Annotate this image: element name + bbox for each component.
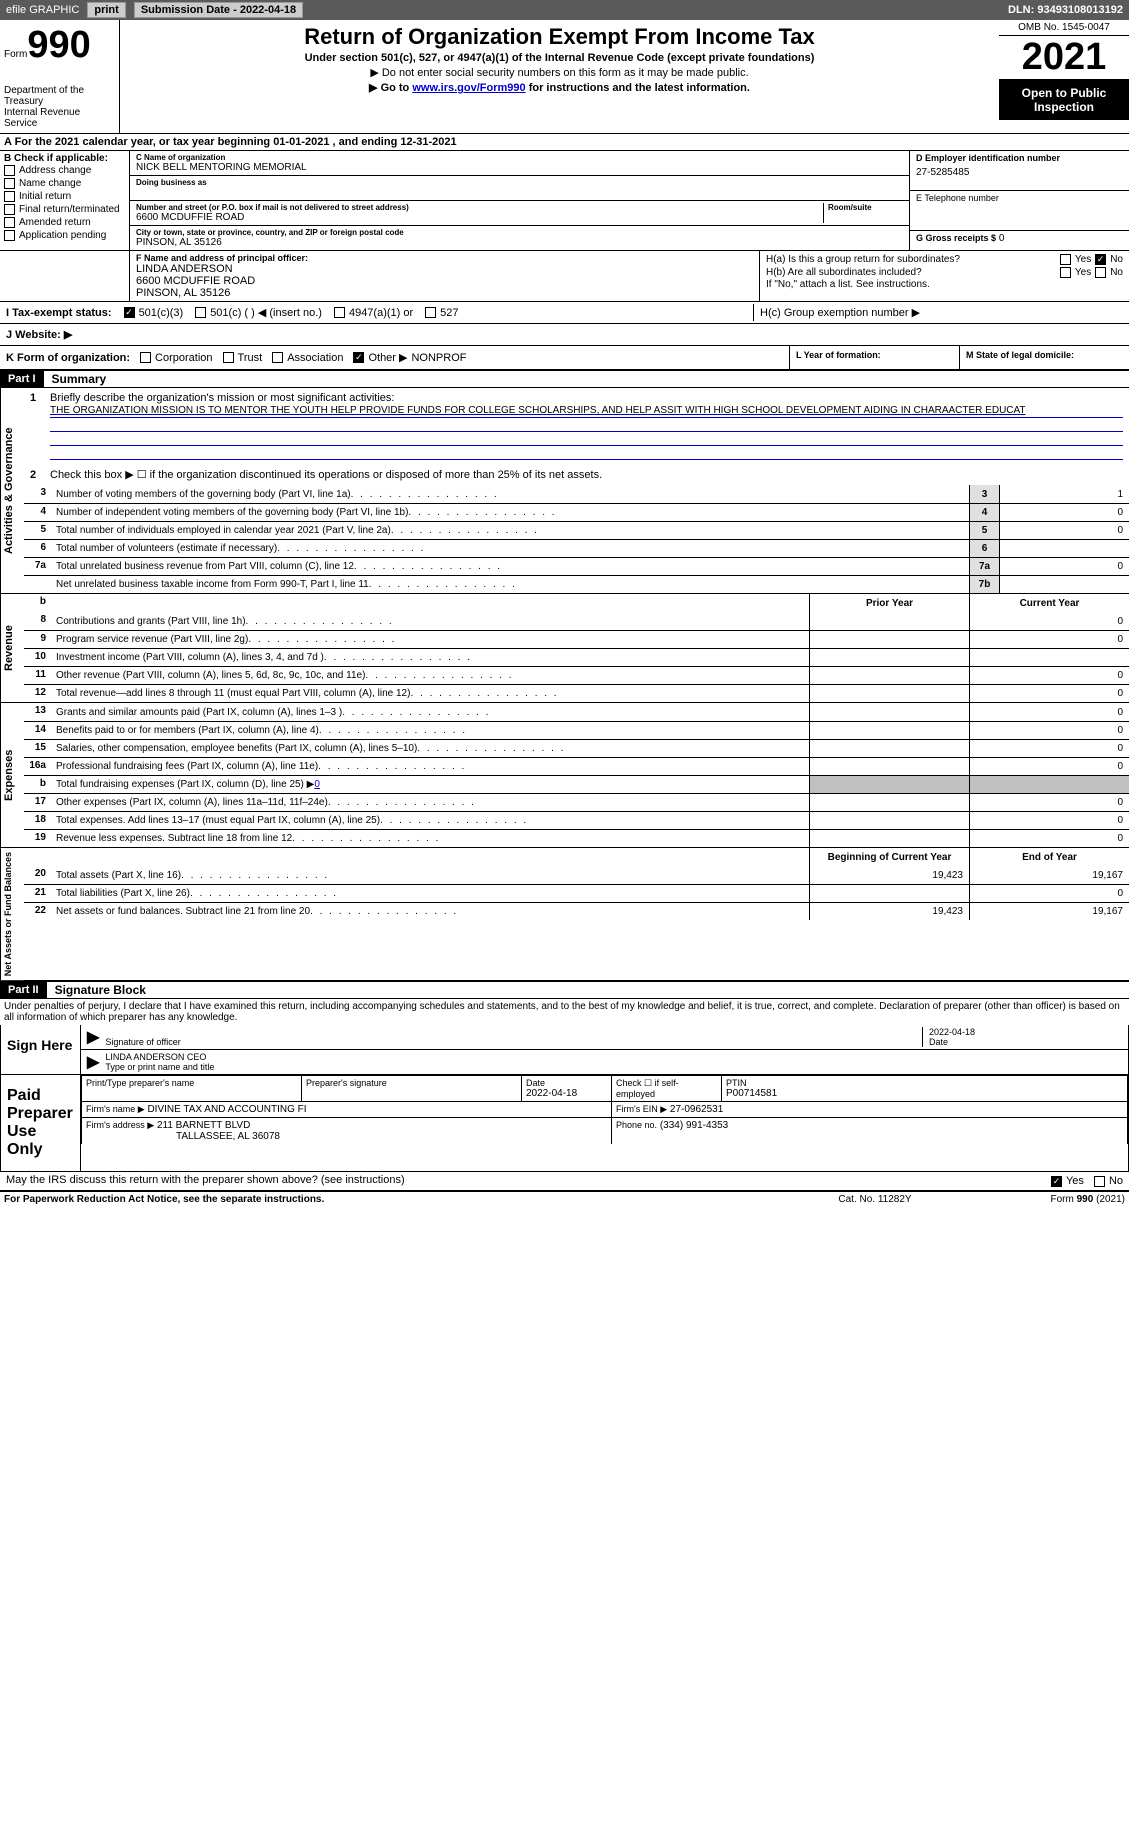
form-header: Form990 Department of the Treasury Inter… bbox=[0, 20, 1129, 134]
open-to-public: Open to Public Inspection bbox=[999, 80, 1129, 120]
ha-no[interactable]: ✓ bbox=[1095, 254, 1106, 265]
discuss-row: May the IRS discuss this return with the… bbox=[0, 1172, 1129, 1191]
ha-yes[interactable] bbox=[1060, 254, 1071, 265]
side-expenses: Expenses bbox=[0, 703, 24, 847]
part-2-header: Part II Signature Block bbox=[0, 981, 1129, 999]
checkbox-address[interactable] bbox=[4, 165, 15, 176]
form-ref: Form 990 (2021) bbox=[975, 1194, 1125, 1205]
section-klm: K Form of organization: Corporation Trus… bbox=[0, 346, 1129, 370]
ptin: P00714581 bbox=[726, 1088, 1123, 1099]
arrow-icon: ▶ bbox=[87, 1052, 99, 1072]
firm-phone: (334) 991-4353 bbox=[660, 1120, 728, 1131]
checkbox-name[interactable] bbox=[4, 178, 15, 189]
activities-section: Activities & Governance 1Briefly describ… bbox=[0, 388, 1129, 594]
arrow-icon: ▶ bbox=[87, 1027, 99, 1047]
ck-other[interactable]: ✓ bbox=[353, 352, 364, 363]
page-footer: For Paperwork Reduction Act Notice, see … bbox=[0, 1191, 1129, 1207]
form-subtitle: Under section 501(c), 527, or 4947(a)(1)… bbox=[124, 52, 995, 64]
net-assets-section: Net Assets or Fund Balances Beginning of… bbox=[0, 848, 1129, 981]
header-right: OMB No. 1545-0047 2021 Open to Public In… bbox=[999, 20, 1129, 133]
hb-no[interactable] bbox=[1095, 267, 1106, 278]
print-button[interactable]: print bbox=[87, 2, 125, 18]
paid-preparer-section: Paid Preparer Use Only Print/Type prepar… bbox=[0, 1075, 1129, 1172]
section-fh: F Name and address of principal officer:… bbox=[0, 251, 1129, 302]
revenue-section: Revenue b Prior Year Current Year 8Contr… bbox=[0, 594, 1129, 703]
org-name: NICK BELL MENTORING MEMORIAL bbox=[136, 162, 903, 173]
sign-date: 2022-04-18 bbox=[929, 1027, 1122, 1037]
officer-sig-name: LINDA ANDERSON CEO bbox=[105, 1052, 1122, 1062]
b-title: B Check if applicable: bbox=[4, 153, 125, 164]
gross-receipts: 0 bbox=[999, 233, 1005, 244]
checkbox-initial[interactable] bbox=[4, 191, 15, 202]
sign-here-label: Sign Here bbox=[1, 1025, 81, 1074]
ck-trust[interactable] bbox=[223, 352, 234, 363]
form-word: Form bbox=[4, 49, 27, 60]
side-net: Net Assets or Fund Balances bbox=[0, 848, 24, 980]
submission-date-button[interactable]: Submission Date - 2022-04-18 bbox=[134, 2, 303, 18]
ck-501c3[interactable]: ✓ bbox=[124, 307, 135, 318]
col-eoy: End of Year bbox=[969, 848, 1129, 866]
section-deg: D Employer identification number27-52854… bbox=[909, 151, 1129, 250]
other-val: NONPROF bbox=[411, 352, 466, 364]
irs-link[interactable]: www.irs.gov/Form990 bbox=[412, 82, 525, 94]
side-activities: Activities & Governance bbox=[0, 388, 24, 593]
efile-label: efile GRAPHIC bbox=[6, 4, 79, 16]
preparer-table: Print/Type preparer's name Preparer's si… bbox=[81, 1075, 1128, 1144]
note-ssn: ▶ Do not enter social security numbers o… bbox=[124, 66, 995, 79]
section-a: A For the 2021 calendar year, or tax yea… bbox=[0, 134, 1129, 151]
checkbox-final[interactable] bbox=[4, 204, 15, 215]
col-current-year: Current Year bbox=[969, 594, 1129, 612]
officer-addr1: 6600 MCDUFFIE ROAD bbox=[136, 275, 753, 287]
checkbox-amended[interactable] bbox=[4, 217, 15, 228]
ck-527[interactable] bbox=[425, 307, 436, 318]
hb-yes[interactable] bbox=[1060, 267, 1071, 278]
section-b: B Check if applicable: Address change Na… bbox=[0, 151, 130, 250]
section-c: C Name of organizationNICK BELL MENTORIN… bbox=[130, 151, 909, 250]
line-b: b bbox=[24, 594, 52, 612]
top-bar: efile GRAPHIC print Submission Date - 20… bbox=[0, 0, 1129, 20]
header-center: Return of Organization Exempt From Incom… bbox=[120, 20, 999, 133]
ck-4947[interactable] bbox=[334, 307, 345, 318]
org-city: PINSON, AL 35126 bbox=[136, 237, 903, 248]
firm-ein: 27-0962531 bbox=[670, 1104, 723, 1115]
org-address: 6600 MCDUFFIE ROAD bbox=[136, 212, 823, 223]
side-revenue: Revenue bbox=[0, 594, 24, 702]
omb-number: OMB No. 1545-0047 bbox=[999, 20, 1129, 36]
dept-treasury: Department of the Treasury bbox=[4, 85, 115, 107]
ein: 27-5285485 bbox=[916, 167, 1123, 178]
irs-label: Internal Revenue Service bbox=[4, 107, 115, 129]
officer-addr2: PINSON, AL 35126 bbox=[136, 287, 753, 299]
ck-assoc[interactable] bbox=[272, 352, 283, 363]
sign-here-section: Sign Here ▶ Signature of officer 2022-04… bbox=[0, 1025, 1129, 1075]
info-grid: B Check if applicable: Address change Na… bbox=[0, 151, 1129, 251]
col-prior-year: Prior Year bbox=[809, 594, 969, 612]
note-goto: ▶ Go to www.irs.gov/Form990 for instruct… bbox=[124, 81, 995, 94]
col-boy: Beginning of Current Year bbox=[809, 848, 969, 866]
form-title: Return of Organization Exempt From Incom… bbox=[124, 24, 995, 50]
header-left: Form990 Department of the Treasury Inter… bbox=[0, 20, 120, 133]
firm-addr: 211 BARNETT BLVD bbox=[157, 1120, 250, 1131]
tax-year: 2021 bbox=[999, 36, 1129, 80]
officer-name: LINDA ANDERSON bbox=[136, 263, 753, 275]
paid-preparer-label: Paid Preparer Use Only bbox=[1, 1075, 81, 1171]
section-i: I Tax-exempt status: ✓501(c)(3) 501(c) (… bbox=[0, 302, 1129, 324]
dln-label: DLN: 93493108013192 bbox=[1008, 4, 1123, 16]
expenses-section: Expenses 13Grants and similar amounts pa… bbox=[0, 703, 1129, 848]
ck-corp[interactable] bbox=[140, 352, 151, 363]
firm-name: DIVINE TAX AND ACCOUNTING FI bbox=[147, 1104, 306, 1115]
checkbox-pending[interactable] bbox=[4, 230, 15, 241]
section-j: J Website: ▶ bbox=[0, 324, 1129, 346]
discuss-yes[interactable]: ✓ bbox=[1051, 1176, 1062, 1187]
form-number: 990 bbox=[27, 24, 90, 66]
part-1-header: Part I Summary bbox=[0, 370, 1129, 388]
penalties-text: Under penalties of perjury, I declare th… bbox=[0, 999, 1129, 1025]
mission-text: THE ORGANIZATION MISSION IS TO MENTOR TH… bbox=[50, 405, 1026, 416]
ck-501c[interactable] bbox=[195, 307, 206, 318]
discuss-no[interactable] bbox=[1094, 1176, 1105, 1187]
